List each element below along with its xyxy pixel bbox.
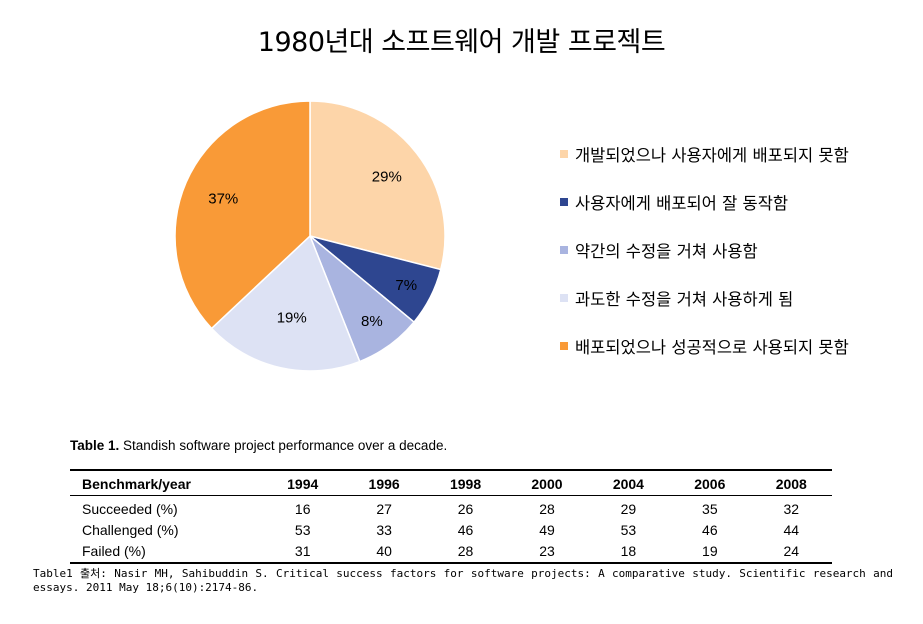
table-cell: 27: [376, 501, 392, 517]
table-cell: 28: [539, 501, 555, 517]
slice-label-0: 29%: [372, 168, 402, 185]
table-cell: 53: [620, 522, 637, 538]
table-cell: 40: [376, 543, 392, 559]
pie-chart: 29% 7% 8% 19% 37%: [174, 100, 446, 372]
table-cell: 31: [294, 543, 311, 559]
table-caption-text: Standish software project performance ov…: [119, 438, 448, 453]
slice-label-4: 37%: [208, 190, 238, 207]
pie-slice-0: [309, 100, 446, 271]
table-cell: 46: [702, 522, 718, 538]
header-cell: 1996: [368, 476, 400, 492]
legend-item-3: 과도한 수정을 거쳐 사용하게 됨: [560, 274, 915, 322]
header-cell: 1998: [449, 476, 482, 492]
legend-label-2: 약간의 수정을 거쳐 사용함: [575, 242, 758, 261]
table-cell: 28: [457, 543, 474, 559]
table-cell: 19: [702, 543, 718, 559]
table-cell: 46: [457, 522, 474, 538]
legend-swatch-1: [560, 198, 568, 206]
table-cell: 18: [620, 543, 637, 559]
table-cell: 23: [539, 543, 555, 559]
table-cell: 16: [294, 501, 311, 517]
table-cell: 29: [620, 501, 637, 517]
source-citation: Table1 출처: Nasir MH, Sahibuddin S. Criti…: [33, 567, 893, 594]
legend-label-1: 사용자에게 배포되어 잘 동작함: [575, 194, 789, 213]
table-cell: 44: [783, 522, 800, 538]
table-cell: 33: [376, 522, 392, 538]
table-cell: Failed (%): [82, 543, 146, 559]
header-cell: 2006: [694, 476, 726, 492]
legend-item-4: 배포되었으나 성공적으로 사용되지 못함: [560, 322, 915, 370]
chart-legend: 개발되었으나 사용자에게 배포되지 못함 사용자에게 배포되어 잘 동작함 약간…: [560, 130, 915, 370]
table-cell: 26: [457, 501, 474, 517]
legend-swatch-0: [560, 150, 568, 158]
header-cell: 1994: [287, 476, 319, 492]
table-row-challenged: Challenged (%) 53 33 46 49 53 46 44: [70, 520, 832, 541]
slice-label-1: 7%: [395, 277, 417, 294]
legend-item-2: 약간의 수정을 거쳐 사용함: [560, 226, 915, 274]
legend-label-0: 개발되었으나 사용자에게 배포되지 못함: [575, 146, 849, 165]
header-cell: 2004: [612, 476, 644, 492]
legend-swatch-4: [560, 342, 568, 350]
table-cell: 53: [294, 522, 311, 538]
legend-item-1: 사용자에게 배포되어 잘 동작함: [560, 178, 915, 226]
header-cell: 2000: [531, 476, 563, 492]
chart-title: 1980년대 소프트웨어 개발 프로젝트: [257, 27, 666, 58]
legend-label-3: 과도한 수정을 거쳐 사용하게 됨: [575, 290, 794, 309]
pie-slice-3: [210, 234, 361, 372]
table-cell: 35: [702, 501, 718, 517]
table-cell: Challenged (%): [82, 522, 179, 538]
legend-swatch-3: [560, 294, 568, 302]
table-header-row: Benchmark/year 1994 1996 1998 2000 2004 …: [70, 470, 832, 496]
table-row-succeeded: Succeeded (%) 16 27 26 28 29 35 32: [70, 496, 832, 521]
header-cell: Benchmark/year: [82, 476, 191, 492]
table-caption-label: Table 1.: [70, 438, 120, 453]
header-cell: 2008: [775, 476, 807, 492]
table-cell: 49: [539, 522, 555, 538]
table-row-failed: Failed (%) 31 40 28 23 18 19 24: [70, 541, 832, 563]
legend-label-4: 배포되었으나 성공적으로 사용되지 못함: [575, 338, 849, 357]
legend-swatch-2: [560, 246, 568, 254]
table-cell: Succeeded (%): [82, 501, 178, 517]
legend-item-0: 개발되었으나 사용자에게 배포되지 못함: [560, 130, 915, 178]
table-cell: 32: [783, 501, 800, 517]
pie-slice-4: [174, 100, 311, 330]
slice-label-2: 8%: [361, 313, 383, 330]
table-cell: 24: [783, 543, 800, 559]
table-caption: Table 1. Standish software project perfo…: [70, 438, 447, 453]
benchmark-table: Benchmark/year 1994 1996 1998 2000 2004 …: [70, 469, 832, 564]
slice-label-3: 19%: [277, 310, 307, 327]
